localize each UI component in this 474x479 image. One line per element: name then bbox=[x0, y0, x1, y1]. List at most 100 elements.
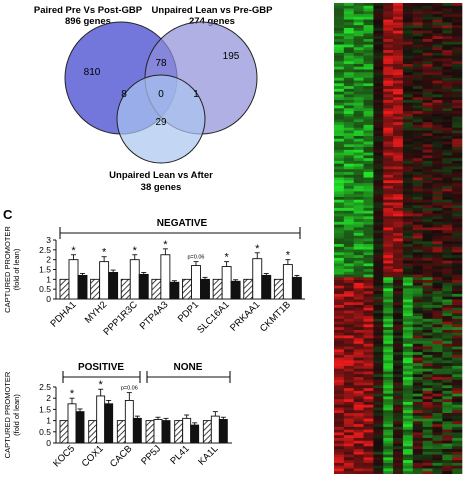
heatmap-cell bbox=[373, 293, 384, 297]
heatmap-cell bbox=[402, 141, 414, 145]
heatmap-cell bbox=[442, 172, 453, 176]
heatmap-cell bbox=[383, 385, 394, 389]
heatmap-cell bbox=[363, 127, 374, 131]
heatmap-cell bbox=[373, 205, 384, 209]
heatmap-cell bbox=[373, 354, 384, 358]
heatmap-cell bbox=[373, 196, 384, 201]
heatmap-cell bbox=[373, 199, 384, 203]
heatmap-cell bbox=[432, 446, 443, 450]
heatmap-cell bbox=[402, 241, 414, 245]
heatmap-cell bbox=[452, 316, 463, 320]
heatmap-cell bbox=[402, 388, 414, 392]
heatmap-cell bbox=[422, 244, 433, 248]
heatmap-cell bbox=[412, 86, 423, 90]
heatmap-cell bbox=[383, 199, 394, 203]
heatmap-cell bbox=[373, 177, 384, 181]
heatmap-cell bbox=[442, 266, 453, 270]
heatmap-cell bbox=[353, 263, 364, 267]
heatmap-cell bbox=[373, 224, 384, 228]
heatmap-cell bbox=[442, 465, 453, 469]
heatmap-cell bbox=[412, 116, 423, 120]
heatmap-cell bbox=[402, 252, 414, 256]
heatmap-cell bbox=[343, 183, 354, 187]
heatmap-cell bbox=[412, 172, 423, 176]
heatmap-cell bbox=[452, 191, 463, 195]
heatmap-cell bbox=[432, 177, 443, 181]
heatmap-cell bbox=[432, 124, 443, 128]
heatmap-cell bbox=[383, 158, 394, 162]
heatmap-cell bbox=[422, 19, 433, 23]
heatmap-cell bbox=[442, 155, 453, 159]
heatmap-cell bbox=[432, 219, 443, 223]
heatmap-cell bbox=[383, 55, 394, 59]
heatmap-cell bbox=[383, 393, 394, 397]
heatmap-cell bbox=[334, 202, 345, 206]
heatmap-cell bbox=[402, 55, 414, 59]
heatmap-cell bbox=[343, 360, 354, 364]
heatmap-cell bbox=[402, 341, 414, 345]
heatmap-cell bbox=[402, 130, 414, 134]
heatmap-cell bbox=[363, 99, 374, 104]
heatmap-cell bbox=[383, 268, 394, 273]
heatmap-cell bbox=[373, 97, 384, 101]
heatmap-cell bbox=[334, 221, 345, 225]
heatmap-cell bbox=[373, 158, 384, 162]
heatmap-cell bbox=[442, 22, 453, 26]
heatmap-cell bbox=[353, 108, 364, 112]
heatmap-cell bbox=[452, 16, 463, 20]
heatmap-cell bbox=[402, 14, 414, 18]
category-label: KA1L bbox=[196, 443, 220, 467]
heatmap-cell bbox=[422, 282, 433, 286]
heatmap-cell bbox=[402, 266, 414, 270]
venn-region-b-only: 195 bbox=[223, 51, 240, 62]
heatmap-cell bbox=[412, 216, 423, 220]
heatmap-cell bbox=[452, 280, 463, 284]
heatmap-cell bbox=[334, 341, 345, 345]
heatmap-cell bbox=[422, 399, 433, 403]
heatmap-cell bbox=[353, 354, 364, 358]
heatmap-cell bbox=[363, 33, 374, 37]
heatmap-cell bbox=[383, 69, 394, 73]
heatmap-cell bbox=[363, 227, 374, 231]
heatmap-cell bbox=[393, 413, 404, 417]
heatmap-cell bbox=[393, 221, 404, 225]
category-label: PDHA1 bbox=[48, 299, 78, 329]
heatmap-cell bbox=[334, 174, 345, 178]
heatmap-cell bbox=[442, 122, 453, 126]
heatmap-cell bbox=[343, 113, 354, 117]
heatmap-cell bbox=[383, 329, 394, 333]
heatmap-cell bbox=[432, 158, 443, 162]
heatmap-cell bbox=[334, 363, 345, 367]
heatmap-cell bbox=[402, 174, 414, 178]
heatmap-cell bbox=[334, 429, 345, 433]
heatmap-cell bbox=[373, 47, 384, 51]
heatmap-cell bbox=[393, 183, 404, 187]
heatmap-cell bbox=[353, 244, 364, 248]
heatmap-cell bbox=[432, 415, 443, 419]
heatmap-cell bbox=[393, 465, 404, 469]
heatmap-cell bbox=[412, 293, 423, 297]
heatmap-cell bbox=[412, 80, 423, 84]
heatmap-cell bbox=[442, 99, 453, 104]
heatmap-cell bbox=[343, 25, 354, 29]
heatmap-cell bbox=[363, 410, 374, 414]
heatmap-cell bbox=[334, 11, 345, 15]
heatmap-cell bbox=[452, 141, 463, 145]
heatmap-cell bbox=[442, 14, 453, 18]
heatmap-cell bbox=[363, 421, 374, 425]
heatmap-cell bbox=[393, 426, 404, 430]
heatmap-cell bbox=[402, 462, 414, 466]
heatmap-cell bbox=[442, 208, 453, 212]
heatmap-cell bbox=[422, 8, 433, 12]
heatmap-cell bbox=[383, 88, 394, 92]
heatmap-cell bbox=[373, 310, 384, 314]
heatmap-cell bbox=[452, 379, 463, 383]
heatmap-cell bbox=[442, 199, 453, 203]
heatmap-cell bbox=[442, 210, 453, 214]
panel-label-c: C bbox=[3, 207, 13, 222]
heatmap-cell bbox=[442, 41, 453, 45]
heatmap-cell bbox=[383, 44, 394, 48]
heatmap-cell bbox=[432, 174, 443, 178]
heatmap-cell bbox=[353, 163, 364, 167]
